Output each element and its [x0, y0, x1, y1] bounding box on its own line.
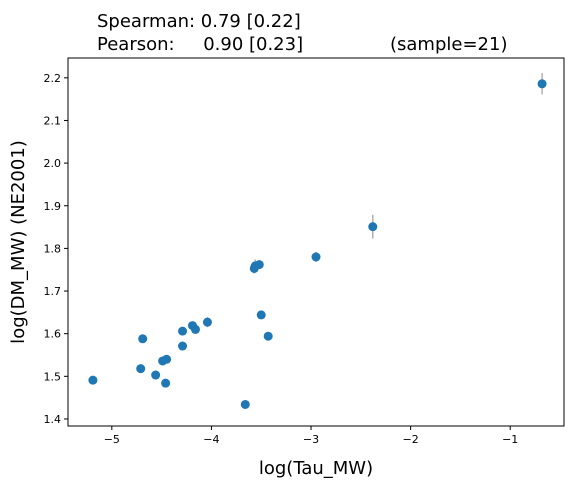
title-sample-count: (sample=21) [390, 34, 507, 55]
y-tick-label-2: 1.6 [44, 328, 62, 341]
data-point-2 [138, 334, 148, 344]
axis-ticks: −5 −4 −3 −2 −1 1.4 1.5 1.6 1.7 1.8 1.9 2.0 2.1 2.2 [44, 72, 519, 446]
y-tick-label-5: 1.9 [44, 200, 62, 213]
data-point-0 [88, 375, 98, 385]
data-point-16 [256, 310, 266, 320]
data-point-15 [254, 260, 264, 270]
data-point-1 [136, 364, 146, 374]
data-point-12 [240, 399, 250, 409]
data-point-17 [263, 331, 273, 341]
plot-marks [88, 73, 547, 409]
x-tick-label-0: −5 [104, 433, 120, 446]
data-point-8 [178, 326, 188, 336]
data-point-5 [161, 378, 171, 388]
x-tick-label-3: −2 [403, 433, 419, 446]
y-tick-label-0: 1.4 [44, 413, 62, 426]
x-tick-label-4: −1 [502, 433, 518, 446]
data-point-18 [311, 252, 321, 262]
y-tick-label-8: 2.2 [44, 72, 62, 85]
y-axis-label: log(DM_MW) (NE2001) [8, 140, 29, 344]
y-tick-label-4: 1.8 [44, 242, 62, 255]
x-tick-label-2: −3 [303, 433, 319, 446]
data-point-11 [202, 317, 212, 327]
title-pearson: Pearson: 0.90 [0.23] [97, 34, 303, 55]
data-point-7 [178, 341, 188, 351]
y-tick-label-1: 1.5 [44, 370, 62, 383]
data-point-20 [537, 79, 547, 89]
data-point-3 [151, 370, 161, 380]
plot-area-frame [67, 57, 565, 427]
data-point-10 [190, 324, 200, 334]
y-tick-label-7: 2.1 [44, 114, 62, 127]
data-point-19 [368, 222, 378, 232]
x-tick-label-1: −4 [203, 433, 219, 446]
title-spearman: Spearman: 0.79 [0.22] [97, 11, 301, 32]
y-tick-label-6: 2.0 [44, 157, 62, 170]
data-point-6 [162, 354, 172, 364]
x-axis-label: log(Tau_MW) [259, 458, 373, 479]
y-tick-label-3: 1.7 [44, 285, 62, 298]
